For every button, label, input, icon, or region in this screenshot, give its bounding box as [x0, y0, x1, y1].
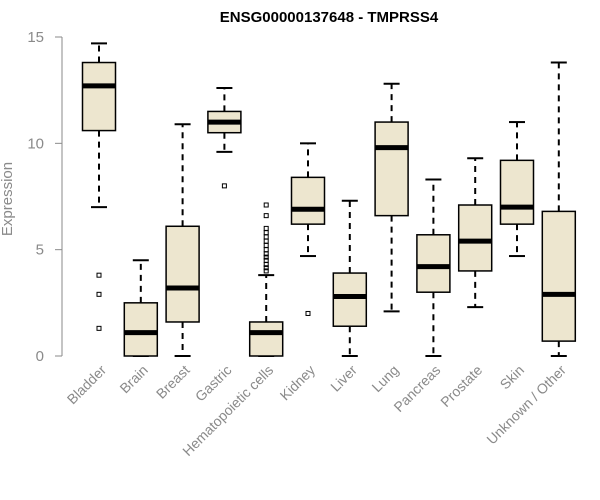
x-category-label: Lung	[368, 362, 401, 395]
box-series	[81, 42, 577, 357]
outlier-point	[96, 325, 102, 331]
box-gastric	[207, 87, 242, 189]
box-unknown-other	[541, 61, 577, 357]
box-iqr	[332, 272, 368, 327]
box-lung	[374, 82, 409, 313]
x-category-label: Unknown / Other	[483, 362, 569, 448]
chart-title: ENSG00000137648 - TMPRSS4	[220, 9, 439, 26]
box-iqr	[123, 302, 159, 357]
outlier-point	[305, 310, 311, 316]
outlier-point	[263, 265, 269, 271]
outlier-point	[263, 202, 269, 208]
box-iqr	[416, 234, 451, 293]
outlier-point	[263, 234, 269, 240]
box-pancreas	[416, 178, 451, 357]
x-category-label: Brain	[116, 362, 150, 396]
box-skin	[499, 121, 535, 258]
y-axis: 0 5 10 15	[27, 29, 63, 365]
x-category-label: Kidney	[277, 362, 319, 404]
outlier-point	[263, 225, 269, 231]
outlier-point	[96, 291, 102, 297]
box-iqr	[541, 210, 577, 342]
box-kidney	[290, 142, 326, 316]
box-iqr	[290, 176, 326, 225]
y-tick-label: 5	[36, 242, 44, 259]
outlier-point	[263, 247, 269, 253]
box-iqr	[248, 321, 284, 357]
box-brain	[123, 259, 159, 357]
outlier-point	[263, 254, 269, 260]
outlier-point	[221, 183, 227, 189]
box-prostate	[457, 157, 493, 309]
outlier-point	[263, 230, 269, 236]
outlier-point	[263, 213, 269, 219]
box-breast	[165, 123, 200, 357]
x-category-label: Breast	[153, 362, 193, 402]
box-iqr	[457, 204, 493, 272]
x-category-label: Prostate	[437, 362, 485, 410]
y-tick-label: 0	[36, 348, 44, 365]
x-category-label: Skin	[497, 362, 528, 393]
outlier-point	[263, 242, 269, 248]
box-iqr	[374, 121, 409, 217]
outlier-point	[263, 268, 269, 274]
box-bladder	[81, 42, 117, 331]
outlier-point	[96, 272, 102, 278]
box-hematopoietic-cells	[248, 202, 284, 357]
x-category-label: Bladder	[64, 362, 110, 408]
x-category-label: Liver	[327, 362, 360, 395]
outlier-point	[263, 257, 269, 263]
box-liver	[332, 199, 368, 357]
box-iqr	[499, 159, 535, 225]
y-tick-label: 10	[27, 135, 44, 152]
box-iqr	[165, 225, 200, 323]
y-tick-label: 15	[27, 29, 44, 46]
box-iqr	[81, 61, 117, 132]
outlier-point	[263, 238, 269, 244]
y-axis-label: Expression	[0, 162, 16, 236]
